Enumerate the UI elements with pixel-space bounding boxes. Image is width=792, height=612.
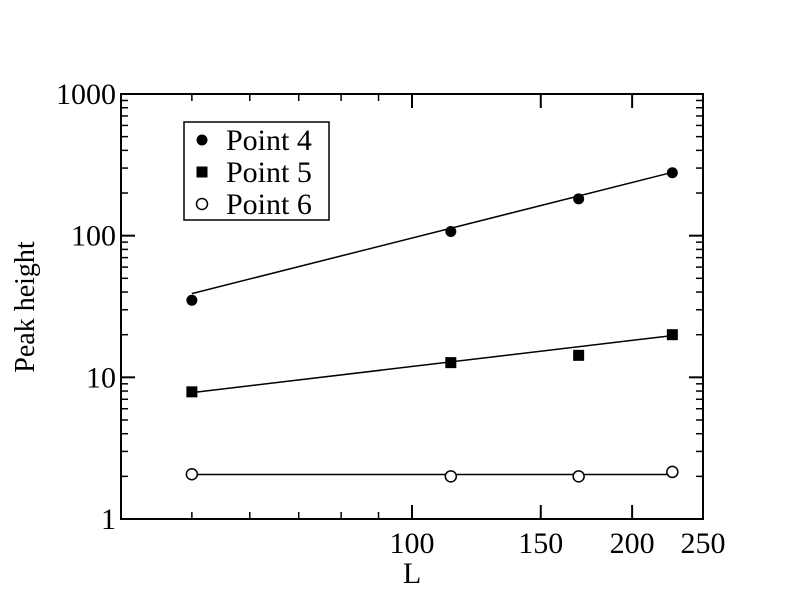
legend-marker [195, 197, 209, 211]
data-point [444, 470, 458, 483]
data-point [573, 349, 585, 361]
data-point [445, 357, 457, 369]
data-point [666, 329, 678, 341]
x-tick-label: 100 [390, 527, 435, 560]
legend-marker [196, 166, 208, 178]
y-tick-label: 100 [71, 220, 116, 253]
legend-marker [196, 134, 208, 146]
data-point [186, 294, 198, 306]
y-tick-label: 10 [86, 361, 116, 394]
data-point [666, 465, 679, 479]
fit-lines [191, 171, 673, 476]
x-axis-label: L [403, 557, 421, 590]
data-points [185, 167, 679, 483]
x-tick-label: 150 [518, 527, 563, 560]
y-axis-label: Peak height [10, 241, 41, 373]
legend-label: Point 5 [226, 156, 312, 189]
y-tick-label: 1 [101, 503, 116, 536]
fit-line [191, 334, 673, 394]
tick-labels: 1 10 100 1000 100 150 200 250 [56, 78, 726, 560]
data-point [573, 193, 585, 205]
y-tick-label: 1000 [56, 78, 116, 111]
legend-label: Point 4 [226, 124, 312, 157]
x-tick-label: 250 [681, 527, 726, 560]
data-point [572, 470, 585, 483]
x-tick-label: 200 [610, 527, 655, 560]
legend-label: Point 6 [226, 188, 312, 221]
data-point [185, 467, 199, 481]
data-point [186, 386, 198, 398]
data-point [445, 226, 457, 238]
fit-line [191, 171, 673, 295]
axis-ticks [121, 93, 704, 520]
data-point [666, 167, 678, 179]
